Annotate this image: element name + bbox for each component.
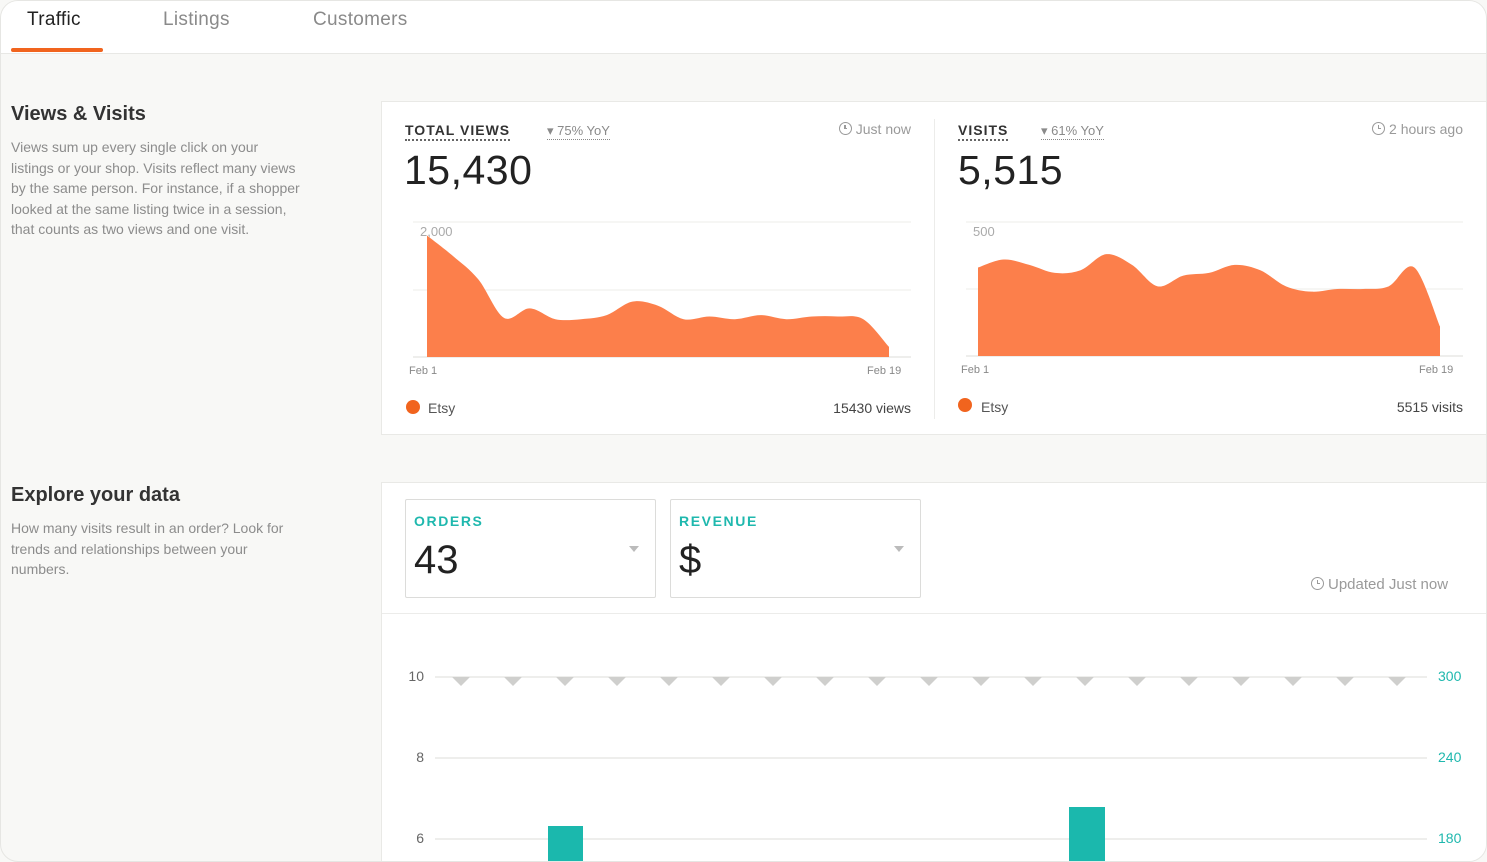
total-views-label[interactable]: TOTAL VIEWS — [405, 122, 511, 141]
explore-card-divider — [382, 613, 1486, 614]
y-right-tick: 180 — [1438, 830, 1462, 846]
description-line: that counts as two views and one visit. — [11, 221, 250, 237]
views-visits-title: Views & Visits — [11, 103, 146, 125]
revenue-marker[interactable] — [712, 677, 730, 686]
revenue-marker[interactable] — [1232, 677, 1250, 686]
revenue-marker[interactable] — [660, 677, 678, 686]
revenue-marker[interactable] — [816, 677, 834, 686]
y-right-tick: 240 — [1438, 749, 1462, 765]
orders-bar — [548, 826, 583, 861]
description-line: numbers. — [11, 561, 70, 577]
visits-area-chart[interactable] — [966, 216, 1466, 361]
views-legend-dot — [406, 400, 420, 414]
updated-text: 2 hours ago — [1389, 121, 1463, 137]
views-date-end: Feb 19 — [867, 365, 902, 377]
orders-metric-select[interactable]: ORDERS 43 — [405, 499, 656, 598]
total-views-yoy[interactable]: ▾ 75% YoY — [547, 123, 610, 140]
yoy-text: 61% YoY — [1051, 123, 1104, 138]
views-area-chart[interactable] — [413, 216, 913, 361]
revenue-marker[interactable] — [1024, 677, 1042, 686]
chevron-down-icon — [629, 546, 639, 552]
tab-listings[interactable]: Listings — [163, 9, 230, 30]
views-visits-description: Views sum up every single click on your … — [11, 137, 361, 240]
visits-axis-max-label: 500 — [973, 224, 995, 239]
panel-divider — [934, 119, 935, 419]
tab-bar: Traffic Listings Customers — [1, 1, 1486, 54]
visits-updated: 2 hours ago — [1301, 121, 1463, 137]
revenue-marker[interactable] — [608, 677, 626, 686]
updated-text: Just now — [855, 121, 911, 137]
views-axis-max-label: 2,000 — [420, 224, 453, 239]
tab-traffic[interactable]: Traffic — [27, 9, 81, 30]
active-tab-indicator — [11, 48, 103, 52]
revenue-markers — [452, 677, 1406, 686]
total-views-value: 15,430 — [404, 147, 533, 193]
visits-total: 5515 visits — [1396, 399, 1463, 415]
views-date-start: Feb 1 — [409, 365, 438, 377]
orders-value: 43 — [414, 538, 459, 582]
arrow-down-icon: ▾ — [547, 123, 554, 138]
y-left-tick: 10 — [408, 668, 424, 684]
y-left-tick: 6 — [416, 830, 424, 846]
revenue-marker[interactable] — [1388, 677, 1406, 686]
revenue-marker[interactable] — [1076, 677, 1094, 686]
revenue-marker[interactable] — [504, 677, 522, 686]
views-legend-label: Etsy — [428, 400, 456, 416]
revenue-marker[interactable] — [1284, 677, 1302, 686]
clock-icon — [1372, 122, 1386, 135]
explore-title: Explore your data — [11, 484, 180, 506]
revenue-marker[interactable] — [972, 677, 990, 686]
revenue-marker[interactable] — [920, 677, 938, 686]
orders-bar — [1069, 807, 1105, 861]
views-visits-card — [381, 101, 1486, 435]
revenue-marker[interactable] — [556, 677, 574, 686]
explore-description: How many visits result in an order? Look… — [11, 518, 361, 580]
chevron-down-icon — [894, 546, 904, 552]
tab-customers[interactable]: Customers — [313, 9, 408, 30]
description-line: trends and relationships between your — [11, 540, 248, 557]
views-area-series-etsy — [427, 235, 889, 357]
visits-date-end: Feb 19 — [1419, 364, 1454, 376]
total-views-updated: Just now — [761, 121, 911, 137]
visits-value: 5,515 — [958, 147, 1064, 193]
revenue-marker[interactable] — [1128, 677, 1146, 686]
revenue-marker[interactable] — [1336, 677, 1354, 686]
visits-area-series-etsy — [978, 254, 1440, 356]
revenue-value: $ — [679, 538, 702, 582]
revenue-metric-select[interactable]: REVENUE $ — [670, 499, 921, 598]
revenue-label: REVENUE — [679, 513, 758, 529]
views-total: 15430 views — [833, 400, 911, 416]
updated-text: Updated Just now — [1328, 576, 1449, 593]
yoy-text: 75% YoY — [557, 123, 610, 138]
visits-yoy[interactable]: ▾ 61% YoY — [1041, 123, 1104, 140]
arrow-down-icon: ▾ — [1041, 123, 1048, 138]
visits-date-start: Feb 1 — [961, 364, 990, 376]
description-line: Views sum up every single click on your — [11, 139, 259, 155]
y-left-tick: 8 — [416, 749, 424, 765]
explore-updated: Updated Just now — [1311, 576, 1448, 593]
visits-legend-dot — [958, 398, 972, 412]
y-right-tick: 300 — [1438, 668, 1462, 684]
clock-icon — [1311, 577, 1324, 590]
clock-icon — [838, 122, 852, 135]
description-line: by the same person. For instance, if a s… — [11, 180, 300, 196]
revenue-marker[interactable] — [868, 677, 886, 686]
visits-label[interactable]: VISITS — [958, 122, 1009, 141]
revenue-marker[interactable] — [452, 677, 470, 686]
revenue-marker[interactable] — [1180, 677, 1198, 686]
revenue-marker[interactable] — [764, 677, 782, 686]
description-line: looked at the same listing twice in a se… — [11, 200, 287, 217]
orders-revenue-chart[interactable] — [435, 661, 1427, 862]
visits-legend-label: Etsy — [981, 399, 1009, 415]
orders-label: ORDERS — [414, 513, 484, 529]
description-line: How many visits result in an order? Look… — [11, 520, 284, 536]
description-line: listings or your shop. Visits reflect ma… — [11, 159, 296, 176]
